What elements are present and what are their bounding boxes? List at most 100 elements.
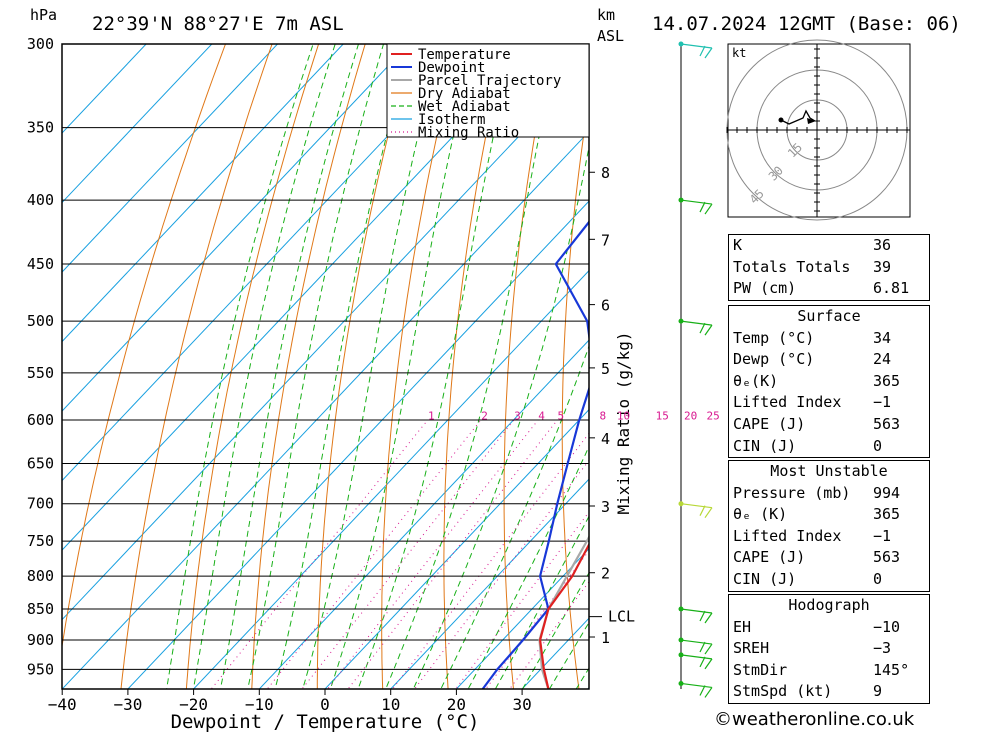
wet-adiabat-line [247,44,385,689]
wind-barb [680,682,713,698]
wet-adiabat-line [302,44,442,689]
hodograph-param-label: StmSpd (kt) [733,682,833,701]
legend-label: Dewpoint [418,60,485,76]
lcl-marker: LCL [589,608,635,626]
hodograph-param-row: StmSpd (kt) 9 [729,681,929,703]
legend-label: Isotherm [418,112,485,128]
surface-value: 563 [873,414,901,433]
mixing-ratio-line [266,419,482,689]
isotherm-line [324,408,589,689]
hodograph-point [778,117,784,123]
mixing-ratio-line [509,580,589,689]
surface-value: −1 [873,393,892,412]
wind-barb [680,43,713,59]
isotherm-line [390,478,589,689]
legend-label: Parcel Trajectory [418,73,561,89]
mixing-ratio-label: 10 [617,410,630,423]
datetime-title: 14.07.2024 12GMT (Base: 06) [652,13,961,35]
wet-adiabat-line [329,44,476,689]
legend-label: Mixing Ratio [418,125,519,141]
x-tick-label: −30 [113,695,142,714]
wet-adiabat-line [412,144,589,689]
x-tick-label: 20 [447,695,466,714]
pressure-tick-label: 500 [27,312,54,330]
dry-adiabat-line [120,44,273,689]
hodograph-param-label: EH [733,617,752,636]
x-tick-label: −10 [245,695,274,714]
surface-row: Dewp (°C) 24 [729,349,929,371]
indices-table: K 36 Totals Totals 39 PW (cm) 6.81 [728,234,930,301]
height-km-ticks: 8 7 6 5 4 3 2 1 [589,164,610,647]
wind-barb [680,608,713,624]
hodograph-trace [780,109,816,125]
most-unstable-value: 365 [873,505,901,524]
km-tick-label: 5 [601,360,610,378]
pressure-tick-label: 900 [27,631,54,649]
mixing-ratio-label: 15 [656,410,669,423]
hodograph-param-label: StmDir [733,660,788,679]
isotherm-line [62,44,279,273]
hodograph-param-row: SREH −3 [729,638,929,660]
dry-adiabat-line [561,95,589,689]
surface-row: Temp (°C) 34 [729,328,929,350]
isotherm-line [62,44,147,134]
pressure-tick-label: 650 [27,454,54,472]
dry-adiabat-line [970,7,1000,724]
hodograph-param-value: −10 [873,617,901,636]
surface-row: CIN (J) 0 [729,436,929,458]
x-tick-label: 10 [381,695,400,714]
wind-barb [680,503,713,519]
mixing-ratio-label: 1 [428,410,435,423]
mixing-ratio-line [454,511,589,689]
hodograph-params-title: Hodograph [788,596,870,614]
wind-barb [680,639,713,655]
dry-adiabat-line [316,44,413,689]
isotherm-line [62,130,589,689]
hodograph-param-value: 9 [873,682,883,701]
most-unstable-label: Pressure (mb) [733,483,851,502]
surface-row: CAPE (J) 563 [729,414,929,436]
mixing-ratio-labels: 1 2 3 4 5 8 10 15 20 25 [428,410,720,423]
temperature-line [539,542,589,689]
mixing-ratio-label: 20 [684,410,697,423]
pressure-tick-label: 600 [27,411,54,429]
surface-value: 24 [873,350,892,369]
wet-adiabat-line [548,621,589,689]
hodograph-unit: kt [732,46,746,60]
surface-label: θₑ(K) [733,371,779,390]
hodograph-param-value: 145° [873,660,910,679]
most-unstable-value: 0 [873,569,883,588]
pressure-tick-label: 450 [27,255,54,273]
index-value: 6.81 [873,279,910,298]
legend-label: Dry Adiabat [418,86,511,102]
mixing-ratio-line [326,419,539,689]
most-unstable-value: 563 [873,548,901,567]
most-unstable-value: 994 [873,483,901,502]
wet-adiabat-line [274,44,412,689]
isotherm-line [258,339,589,689]
index-row: Totals Totals 39 [729,257,929,279]
surface-label: CIN (J) [733,436,797,455]
mixing-ratio-label: 8 [600,410,607,423]
pressure-tick-label: 550 [27,364,54,382]
wet-adiabat-line [385,44,559,689]
profile-lines [481,220,589,689]
hodograph-param-value: −3 [873,639,892,658]
pressure-tick-label: 700 [27,495,54,513]
km-label: km [597,6,615,24]
dewpoint-line [481,220,589,689]
pressure-tick-label: 950 [27,660,54,678]
most-unstable-label: θₑ (K) [733,505,788,524]
mixing-ratio-label: 25 [706,410,719,423]
hodograph-params-table: Hodograph EH −10 SREH −3 StmDir 145° StmSpd (k… [728,594,930,704]
wind-profile [678,41,713,698]
index-label: K [733,236,743,254]
surface-row: θₑ(K) 365 [729,371,929,393]
km-tick-label: 2 [601,565,610,583]
legend-label: Temperature [418,47,511,63]
km-tick-label: 7 [601,231,610,249]
mixing-ratio-line [413,459,589,689]
